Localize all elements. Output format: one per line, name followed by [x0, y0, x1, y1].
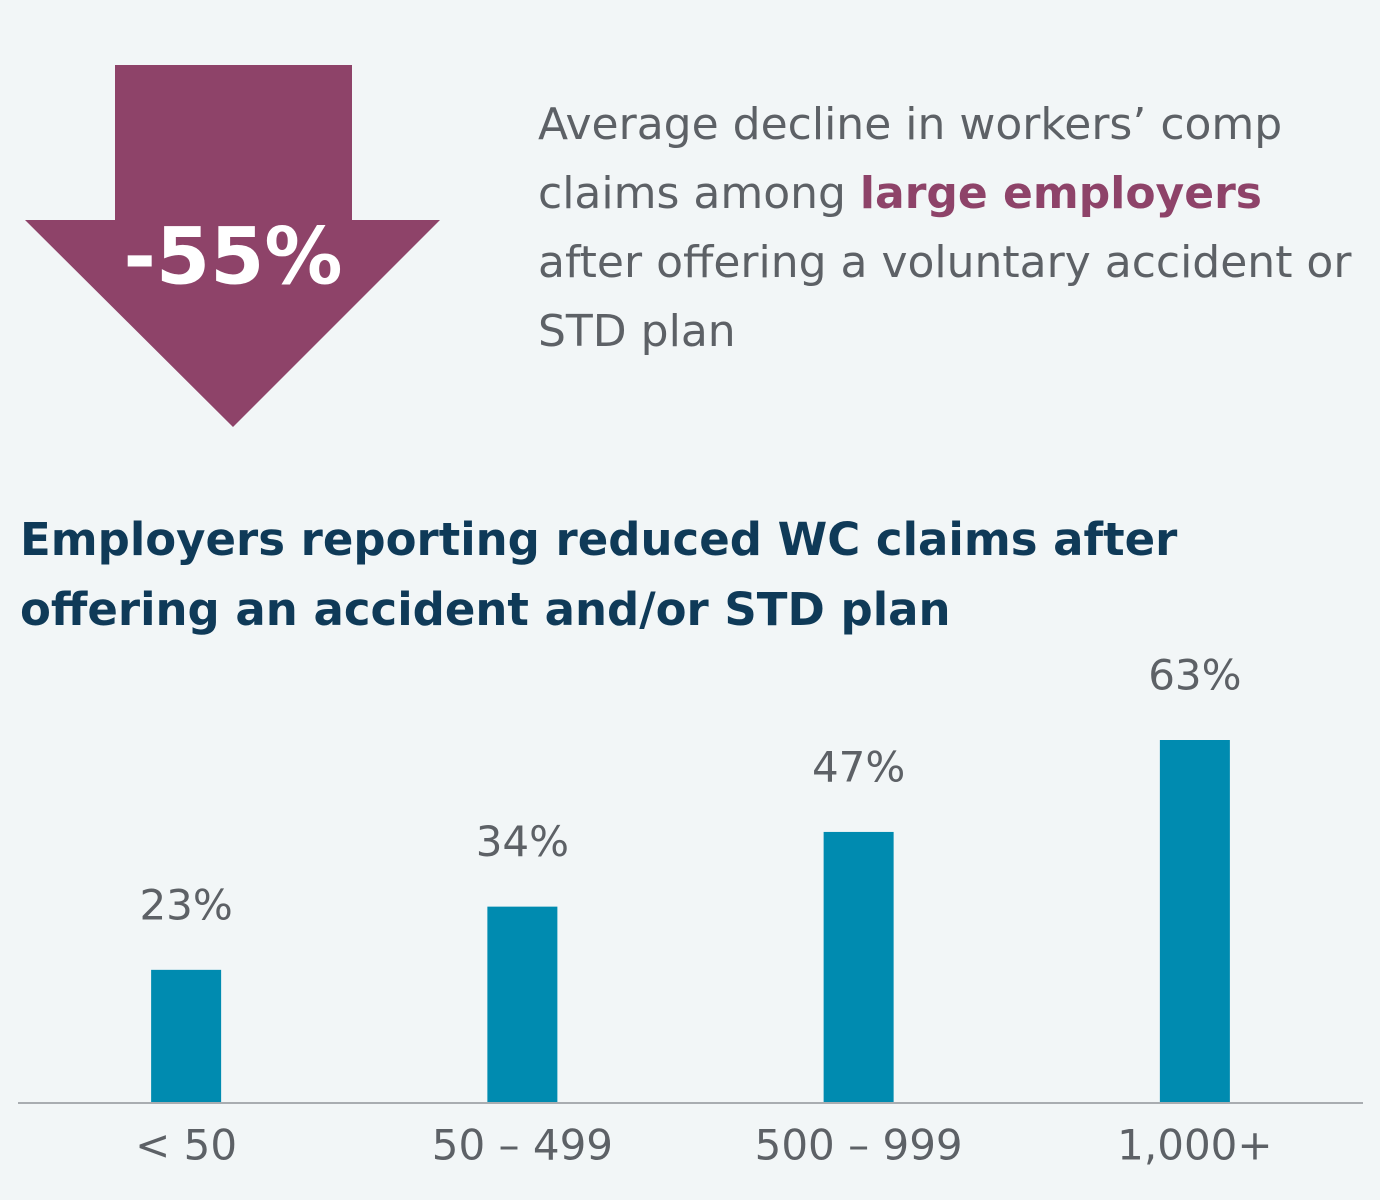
chart-title: Employers reporting reduced WC claims af…	[20, 513, 1178, 636]
x-tick-label: 1,000+	[1117, 1121, 1272, 1170]
callout-text-part: Average decline in workers’ comp claims …	[538, 99, 1283, 219]
bar	[1159, 740, 1230, 1102]
down-arrow	[25, 65, 440, 427]
value-label: 63%	[1148, 651, 1241, 700]
bar	[487, 906, 558, 1102]
x-tick-label: 50 – 499	[432, 1121, 613, 1170]
value-label: 47%	[812, 742, 905, 791]
callout-value: -55%	[123, 212, 342, 302]
bar	[823, 831, 894, 1102]
callout-text-part: after offering a voluntary accident or S…	[538, 237, 1352, 357]
callout-highlight: large employers	[859, 168, 1262, 219]
callout-text: Average decline in workers’ comp claims …	[538, 90, 1358, 366]
x-tick-label: < 50	[135, 1121, 237, 1170]
value-label: 23%	[139, 880, 232, 929]
x-tick-label: 500 – 999	[755, 1121, 963, 1170]
bar	[151, 969, 222, 1102]
value-label: 34%	[476, 817, 569, 866]
